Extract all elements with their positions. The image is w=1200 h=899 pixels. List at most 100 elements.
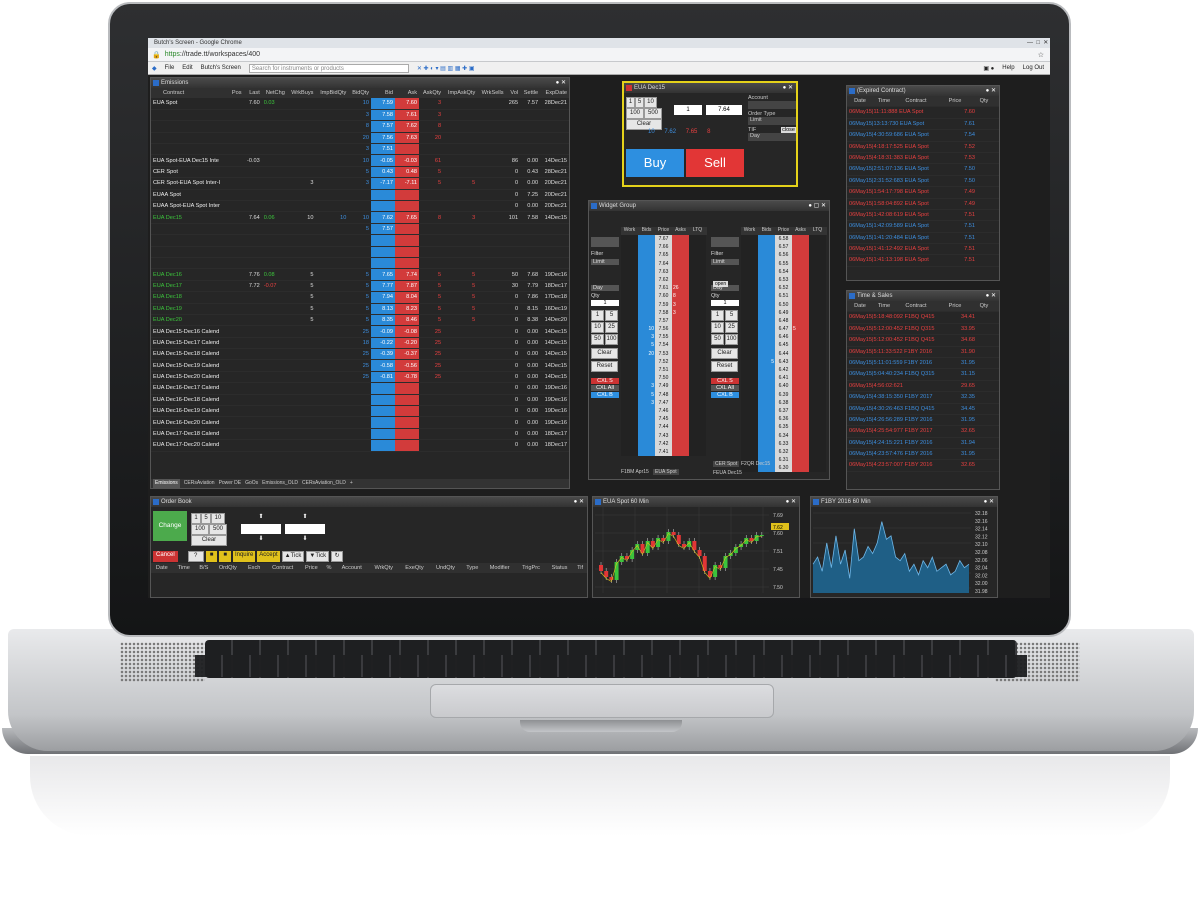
ob-col-header[interactable]: ExeQty — [399, 563, 430, 573]
grid-row[interactable] — [151, 234, 569, 247]
ladder-row[interactable]: 5 6.43 — [741, 357, 827, 366]
inquire-button[interactable]: Inquire — [232, 551, 256, 562]
ladder-qty-button[interactable]: 100 — [605, 334, 618, 345]
trade-row[interactable]: 06May15|4:18:17:525 EUA Spot 7.52 — [847, 142, 999, 153]
ob-col-header[interactable]: Contract — [265, 563, 300, 573]
panel-controls[interactable]: ● ✕ — [782, 85, 793, 91]
ladder-row[interactable]: 6.57 — [741, 243, 827, 252]
workspace-tab[interactable]: + — [349, 480, 353, 486]
list-col-header[interactable]: Price — [948, 303, 962, 309]
panel-controls[interactable]: ● ✕ — [985, 88, 996, 94]
ladder-price[interactable]: 7.66 — [655, 243, 672, 252]
ladder-price[interactable]: 6.43 — [775, 357, 792, 366]
clear-button[interactable]: Clear — [626, 119, 662, 130]
ladder-price[interactable]: 7.61 — [655, 284, 672, 293]
ladder-price[interactable]: 7.50 — [655, 374, 672, 383]
ladder-bid-qty[interactable]: 3 — [638, 333, 655, 342]
ladder-ask-qty[interactable] — [672, 251, 689, 260]
ladder-bid-qty[interactable] — [758, 333, 775, 342]
ladder-ask-qty[interactable]: 8 — [672, 292, 689, 301]
ladder-ask-qty[interactable] — [792, 284, 809, 293]
trade-row[interactable]: 06May15|4:26:56:289 F1BY 2016 31.95 — [847, 415, 999, 427]
ob-col-header[interactable]: Price — [299, 563, 323, 573]
ladder-price[interactable]: 6.45 — [775, 341, 792, 350]
ladder-bid-qty[interactable] — [758, 439, 775, 448]
ladder-price[interactable]: 6.58 — [775, 235, 792, 244]
ladder-ask-qty[interactable] — [792, 316, 809, 326]
ladder-row[interactable]: 6.32 — [741, 447, 827, 457]
ladder-ask-qty[interactable] — [672, 259, 689, 268]
tif-select[interactable]: Day — [711, 285, 739, 291]
ladder-price[interactable]: 6.57 — [775, 243, 792, 252]
change-button[interactable]: Change — [153, 511, 187, 541]
ladder-ask-qty[interactable] — [792, 366, 809, 375]
ladder-row[interactable]: 6.58 — [741, 235, 827, 244]
ladder-bid-qty[interactable] — [758, 406, 775, 416]
ob-qty-5[interactable]: 5 — [201, 513, 211, 524]
ladder-row[interactable]: 7.67 — [621, 235, 707, 244]
ladder-row[interactable]: 7.59 3 — [621, 300, 707, 309]
ladder-ask-qty[interactable] — [672, 398, 689, 407]
price-input[interactable]: 7.64 — [706, 105, 742, 115]
trade-row[interactable]: 06May15|1:54:17:798 EUA Spot 7.49 — [847, 187, 999, 199]
panel-controls[interactable]: ● ▢ ✕ — [808, 203, 826, 209]
ladder-ask-qty[interactable] — [792, 456, 809, 465]
close-toggle[interactable]: close — [781, 127, 796, 133]
ladder-ask-qty[interactable] — [672, 406, 689, 416]
grid-row[interactable]: EUA Dec18 5 5 7.94 8.04 5 5 0 7.86 17Dec18 — [151, 291, 569, 304]
ladder-price[interactable]: 7.63 — [655, 267, 672, 276]
ladder-row[interactable]: 6.40 — [741, 382, 827, 391]
workspace-tab[interactable]: Emissions_OLD — [262, 480, 298, 486]
ladder-price[interactable]: 6.53 — [775, 275, 792, 285]
grid-row[interactable]: EUA Dec15-Dec19 Calend 25 -0.58 -0.56 25 0 0.0… — [151, 359, 569, 372]
order-type-select[interactable]: Limit — [591, 259, 619, 265]
ladder-ask-qty[interactable] — [792, 300, 809, 309]
ladder-bid-qty[interactable] — [758, 341, 775, 350]
ladder-reset-button[interactable]: Reset — [711, 361, 738, 372]
trade-row[interactable]: 06May15|4:24:15:221 F1BY 2016 31.94 — [847, 438, 999, 450]
ladder-row[interactable]: 6.38 — [741, 398, 827, 407]
workspace-tab[interactable]: GoOs — [245, 480, 259, 486]
ladder-row[interactable]: 5 7.54 — [621, 341, 707, 350]
grid-row[interactable]: EUA Spot 7.60 0.03 10 7.59 7.60 3 265 7.57 28Dec2… — [151, 98, 569, 110]
cancel-button[interactable]: Cancel — [153, 551, 178, 562]
ob-col-header[interactable]: Account — [335, 563, 369, 573]
col-header[interactable]: ExpDate — [540, 88, 569, 98]
ob-col-header[interactable]: Modifier — [483, 563, 517, 573]
ladder-row[interactable]: 6.51 — [741, 292, 827, 301]
trade-row[interactable]: 06May15|5:04:40:234 F1BQ Q315 31.15 — [847, 369, 999, 381]
ladder-row[interactable]: 6.33 — [741, 439, 827, 448]
ob-col-header[interactable]: Status — [545, 563, 574, 573]
list-col-header[interactable]: Qty — [979, 303, 989, 309]
ladder-row[interactable]: 7.60 8 — [621, 292, 707, 301]
ladder-bid-qty[interactable] — [638, 447, 655, 457]
ladder-bid-qty[interactable]: 5 — [638, 390, 655, 399]
ladder-price[interactable]: 7.54 — [655, 341, 672, 350]
workspace-name[interactable]: Butch's Screen — [200, 65, 241, 71]
ladder-row[interactable]: 6.36 — [741, 415, 827, 424]
ladder-row[interactable]: 6.49 — [741, 308, 827, 317]
col-header[interactable]: ImpBidQty — [315, 88, 349, 98]
ladder-row[interactable]: 6.37 — [741, 406, 827, 416]
ladder-price[interactable]: 6.54 — [775, 267, 792, 276]
tif-select[interactable]: Day — [591, 285, 619, 291]
qty-up-arrow-icon[interactable]: ⬆ — [258, 514, 264, 520]
ladder-price[interactable]: 7.47 — [655, 398, 672, 407]
list-col-header[interactable]: Price — [948, 98, 962, 104]
ladder-price[interactable]: 7.43 — [655, 431, 672, 440]
ladder-ask-qty[interactable]: 5 — [792, 325, 809, 334]
price-ladder[interactable]: Work Bids Price Asks LTQ 6.58 6.57 6.56 6.55 6.54… — [741, 227, 827, 473]
ladder-ask-qty[interactable]: 26 — [672, 284, 689, 293]
account-select[interactable] — [711, 237, 739, 247]
ladder-bid-qty[interactable] — [638, 431, 655, 440]
ladder-row[interactable]: 6.42 — [741, 366, 827, 375]
ladder-price[interactable]: 6.49 — [775, 308, 792, 317]
ladder-row[interactable]: 7.63 — [621, 267, 707, 276]
ladder-bid-qty[interactable]: 10 — [638, 325, 655, 334]
cancel-buys-button[interactable]: CXL B — [591, 392, 619, 398]
ladder-ask-qty[interactable] — [672, 431, 689, 440]
ladder-row[interactable]: 6.34 — [741, 431, 827, 440]
ladder-price[interactable]: 6.39 — [775, 390, 792, 399]
trade-row[interactable]: 06May15|1:41:20:484 EUA Spot 7.51 — [847, 233, 999, 245]
ladder-row[interactable]: 3 7.49 — [621, 382, 707, 391]
